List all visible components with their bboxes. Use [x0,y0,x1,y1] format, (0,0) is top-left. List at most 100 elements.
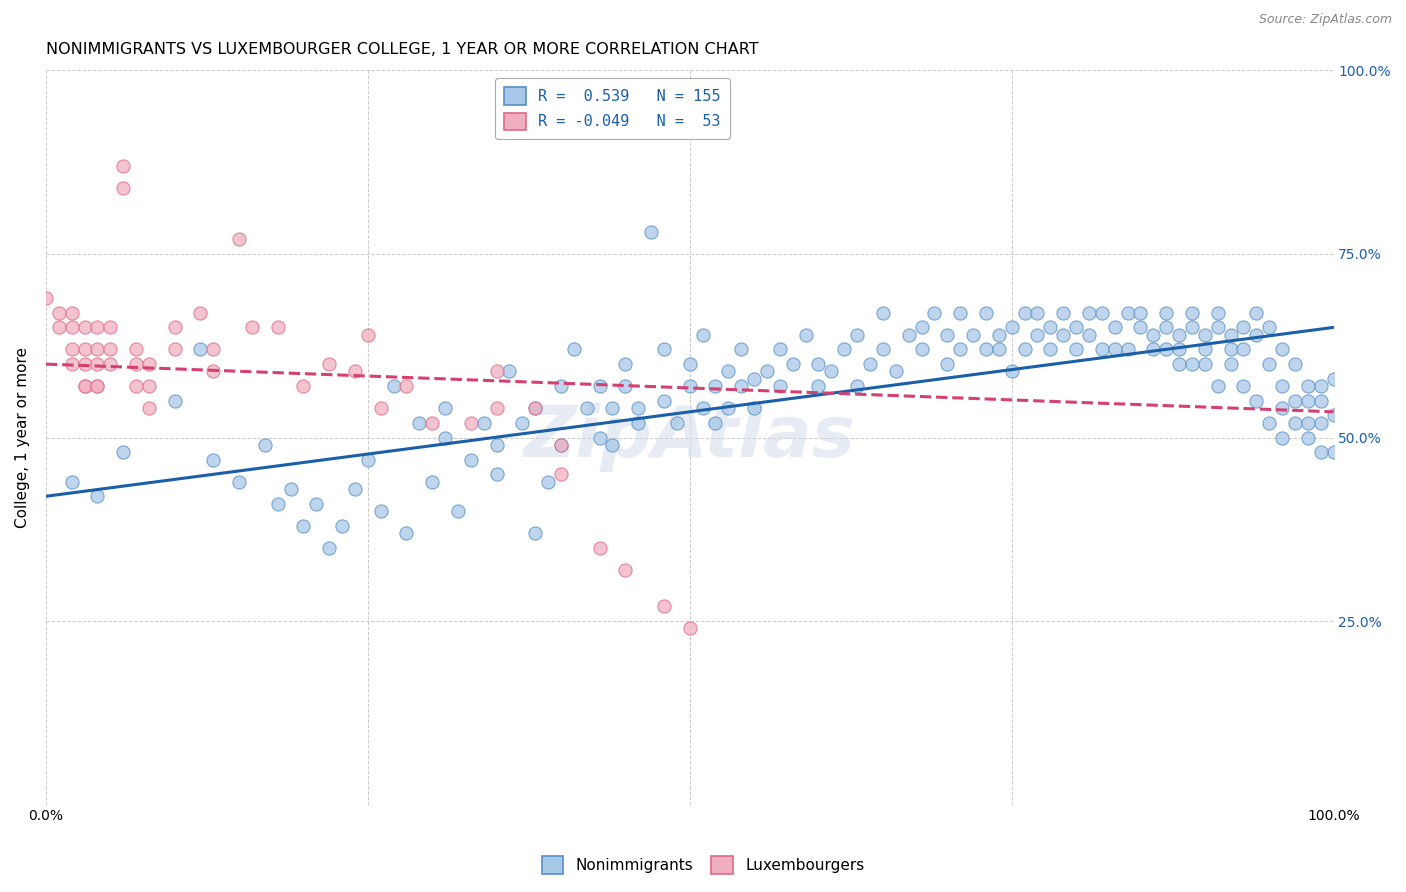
Point [897,327,920,342]
Point [292,379,315,393]
Point [1271,379,1294,393]
Point [86,379,108,393]
Legend: Nonimmigrants, Luxembourgers: Nonimmigrants, Luxembourgers [536,850,870,880]
Point [318,357,340,371]
Point [1322,409,1344,423]
Point [679,379,702,393]
Point [60,357,83,371]
Point [86,489,108,503]
Point [562,343,585,357]
Point [1296,416,1319,430]
Point [253,438,276,452]
Point [1219,357,1241,371]
Point [859,357,882,371]
Point [35,291,58,305]
Point [190,343,212,357]
Point [974,343,997,357]
Point [48,306,70,320]
Point [1309,416,1331,430]
Point [1246,306,1268,320]
Point [1091,306,1114,320]
Point [60,320,83,334]
Point [1296,430,1319,444]
Point [679,357,702,371]
Point [1104,320,1126,334]
Point [1284,357,1306,371]
Point [370,401,392,416]
Legend: R =  0.539   N = 155, R = -0.049   N =  53: R = 0.539 N = 155, R = -0.049 N = 53 [495,78,730,139]
Point [1194,357,1216,371]
Point [98,357,121,371]
Point [692,327,714,342]
Point [1284,393,1306,408]
Point [588,430,610,444]
Point [163,393,186,408]
Point [86,357,108,371]
Point [1271,430,1294,444]
Point [1014,343,1036,357]
Point [1309,393,1331,408]
Point [202,364,225,378]
Point [1296,393,1319,408]
Point [485,467,508,482]
Point [1322,372,1344,386]
Point [742,401,765,416]
Point [742,372,765,386]
Point [524,525,547,540]
Y-axis label: College, 1 year or more: College, 1 year or more [15,347,30,528]
Point [820,364,842,378]
Point [395,525,418,540]
Point [1246,393,1268,408]
Point [987,327,1010,342]
Point [730,343,752,357]
Point [769,343,792,357]
Point [962,327,984,342]
Point [434,430,457,444]
Point [1232,379,1254,393]
Point [125,379,148,393]
Point [228,475,250,489]
Point [73,320,96,334]
Point [1206,379,1229,393]
Point [395,379,418,393]
Point [343,482,366,496]
Point [485,401,508,416]
Point [1232,320,1254,334]
Point [280,482,302,496]
Point [485,438,508,452]
Point [112,181,135,195]
Point [512,416,534,430]
Point [1168,327,1191,342]
Point [807,357,830,371]
Point [665,416,688,430]
Point [884,364,907,378]
Point [357,452,380,467]
Text: Source: ZipAtlas.com: Source: ZipAtlas.com [1258,13,1392,27]
Point [1258,416,1281,430]
Point [1271,401,1294,416]
Point [588,379,610,393]
Point [98,320,121,334]
Point [1194,327,1216,342]
Point [1091,343,1114,357]
Point [86,379,108,393]
Point [1129,320,1152,334]
Point [794,327,817,342]
Point [485,364,508,378]
Point [125,343,148,357]
Text: NONIMMIGRANTS VS LUXEMBOURGER COLLEGE, 1 YEAR OR MORE CORRELATION CHART: NONIMMIGRANTS VS LUXEMBOURGER COLLEGE, 1… [46,42,759,57]
Point [1258,320,1281,334]
Point [846,379,869,393]
Point [627,401,650,416]
Point [98,343,121,357]
Point [1206,320,1229,334]
Point [730,379,752,393]
Point [949,343,972,357]
Point [1014,306,1036,320]
Point [1104,343,1126,357]
Point [910,320,932,334]
Point [1246,327,1268,342]
Point [1206,306,1229,320]
Point [1077,327,1099,342]
Point [602,438,624,452]
